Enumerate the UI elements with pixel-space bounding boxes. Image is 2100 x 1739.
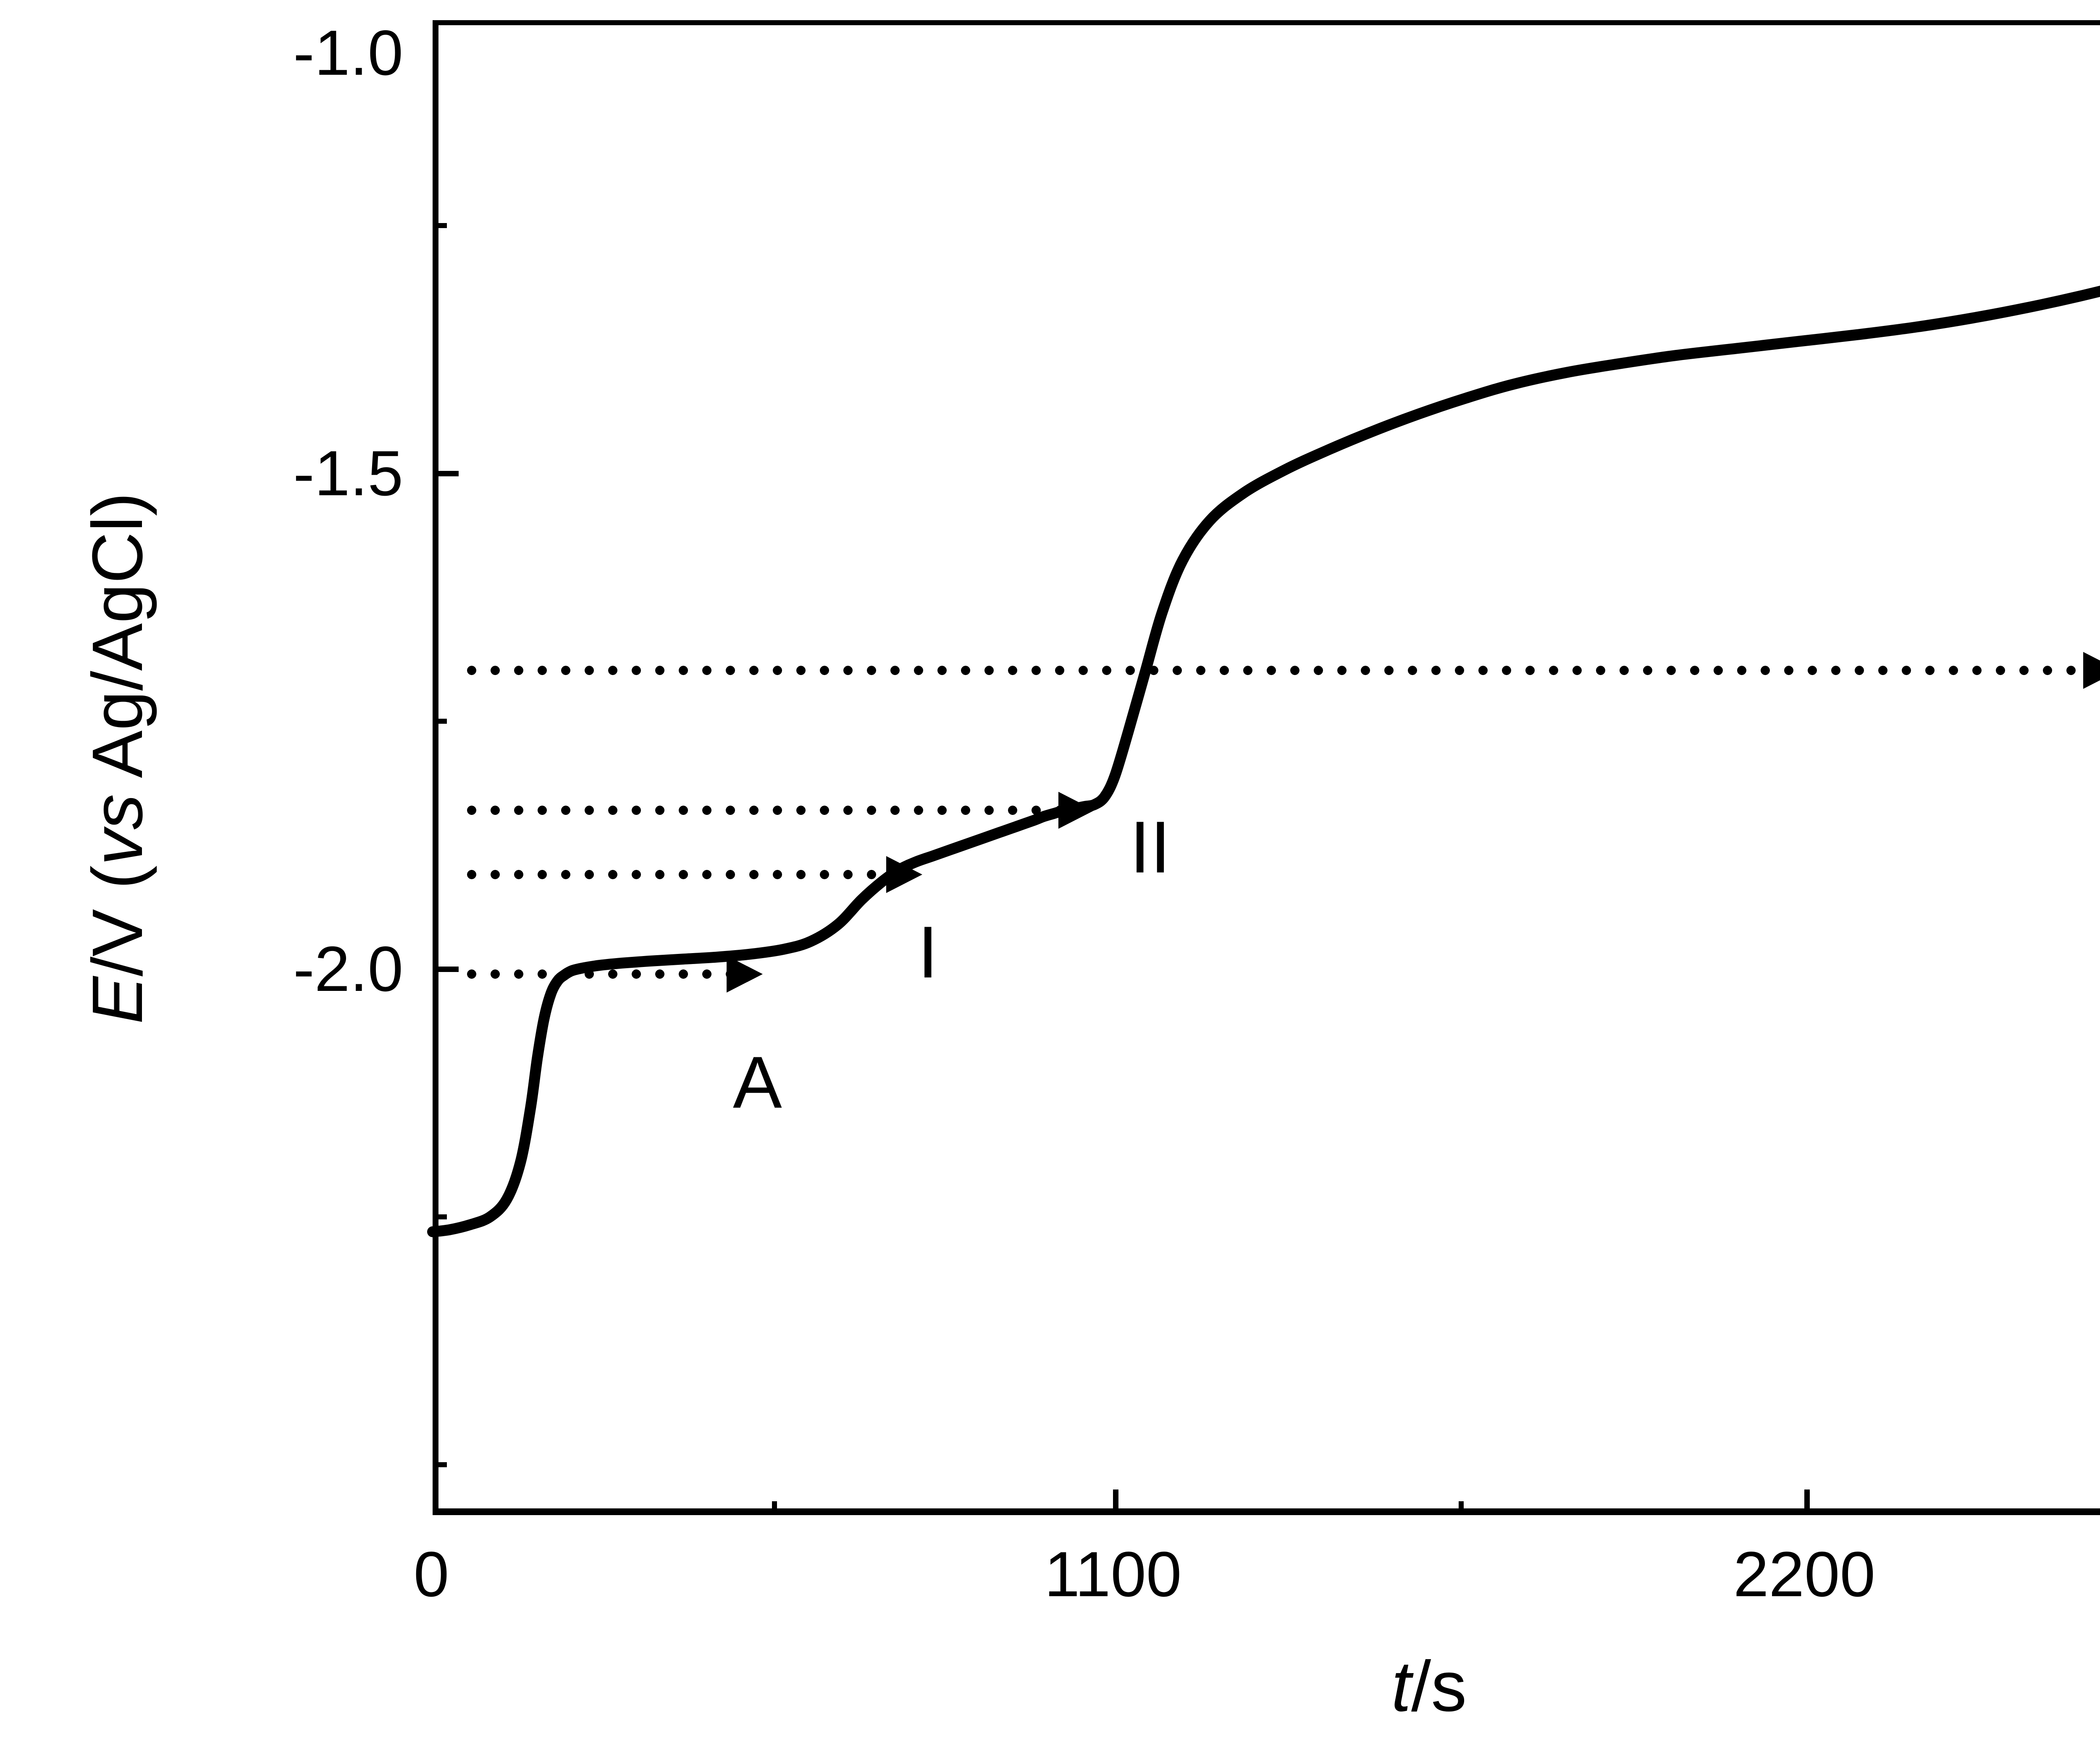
y-tick-minor-1 [433, 223, 447, 228]
x-tick-label-0: 0 [413, 1539, 449, 1610]
x-tick-major-2200 [1804, 1489, 1810, 1515]
arrow-III [2083, 652, 2100, 689]
y-tick-minor-2 [433, 719, 447, 724]
y-tick-label-0: -1.0 [293, 17, 403, 89]
arrow-I [886, 856, 922, 893]
x-tick-label-1100: 1100 [1044, 1539, 1182, 1610]
y-tick-label-2: -2.0 [293, 933, 403, 1005]
guide-line-II [460, 806, 1060, 815]
y-tick-minor-4 [433, 1462, 447, 1467]
y-axis-title: E/V (vs Ag/AgCl) [78, 212, 158, 1304]
x-tick-minor-550 [772, 1501, 777, 1515]
y-tick-major-1 [433, 471, 459, 476]
y-axis-title-vs: vs [78, 794, 158, 866]
x-tick-minor-1650 [1459, 1501, 1464, 1515]
plot-axes-frame [433, 20, 2100, 1515]
y-axis-title-quantity: E [78, 976, 158, 1024]
x-tick-major-1100 [1113, 1489, 1118, 1515]
guide-line-A [460, 969, 729, 979]
arrow-II [1058, 792, 1095, 829]
annotation-II: II [1130, 806, 1171, 888]
y-axis-title-reference: Ag/AgCl) [78, 492, 158, 794]
x-tick-label-2200: 2200 [1733, 1539, 1876, 1610]
x-axis-title-quantity: t [1391, 1647, 1411, 1726]
guide-line-III [460, 666, 2085, 675]
x-axis-title-unit: /s [1411, 1647, 1467, 1726]
annotation-I: I [918, 912, 938, 993]
y-axis-title-paren-open: ( [78, 865, 158, 909]
guide-line-I [460, 870, 888, 879]
y-axis-title-unit: /V [78, 909, 158, 977]
annotation-A: A [733, 1042, 782, 1124]
arrow-A [727, 956, 763, 993]
y-tick-minor-3 [433, 1214, 447, 1219]
y-tick-label-1: -1.5 [293, 438, 403, 509]
y-tick-major-2 [433, 967, 459, 972]
x-axis-title: t/s [433, 1651, 2100, 1722]
